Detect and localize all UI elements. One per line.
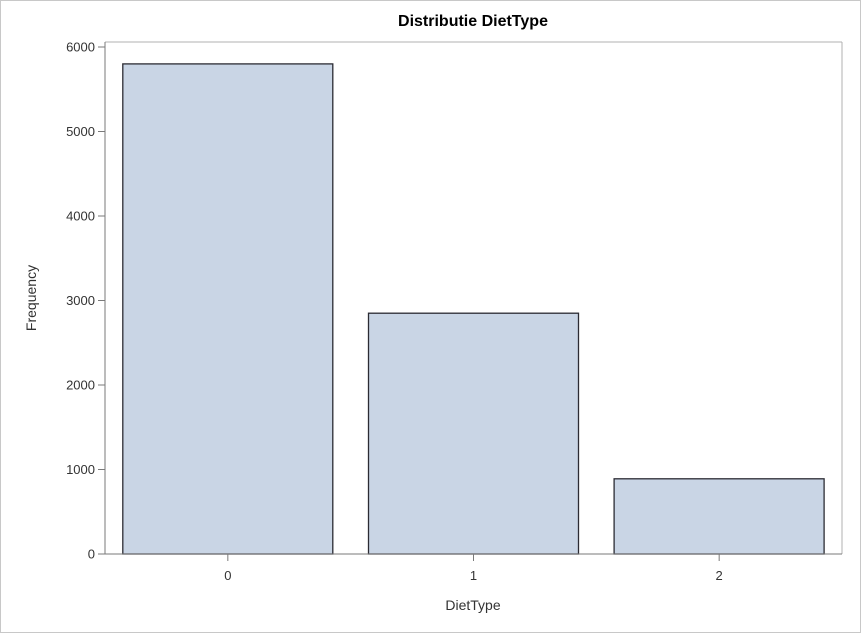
y-tick-label: 0 xyxy=(88,547,95,562)
bar-2 xyxy=(613,478,825,555)
bars-group xyxy=(122,63,825,555)
x-tick-label: 2 xyxy=(716,568,723,583)
y-axis: 0 1000 2000 3000 4000 5000 6000 xyxy=(66,40,106,562)
y-tick-label: 6000 xyxy=(66,40,95,55)
y-tick-label: 4000 xyxy=(66,209,95,224)
y-tick-label: 1000 xyxy=(66,462,95,477)
y-tick-label: 5000 xyxy=(66,124,95,139)
bar-0 xyxy=(122,63,334,555)
x-tick-label: 1 xyxy=(470,568,477,583)
chart-title: Distributie DietType xyxy=(398,13,548,30)
y-tick-label: 2000 xyxy=(66,378,95,393)
y-tick-label: 3000 xyxy=(66,293,95,308)
x-tick-label: 0 xyxy=(224,568,231,583)
x-axis: 0 1 2 xyxy=(105,553,842,583)
plot-area xyxy=(105,41,843,554)
y-axis-label: Frequency xyxy=(23,265,39,331)
x-axis-label: DietType xyxy=(445,597,500,613)
bar-1 xyxy=(367,312,580,555)
